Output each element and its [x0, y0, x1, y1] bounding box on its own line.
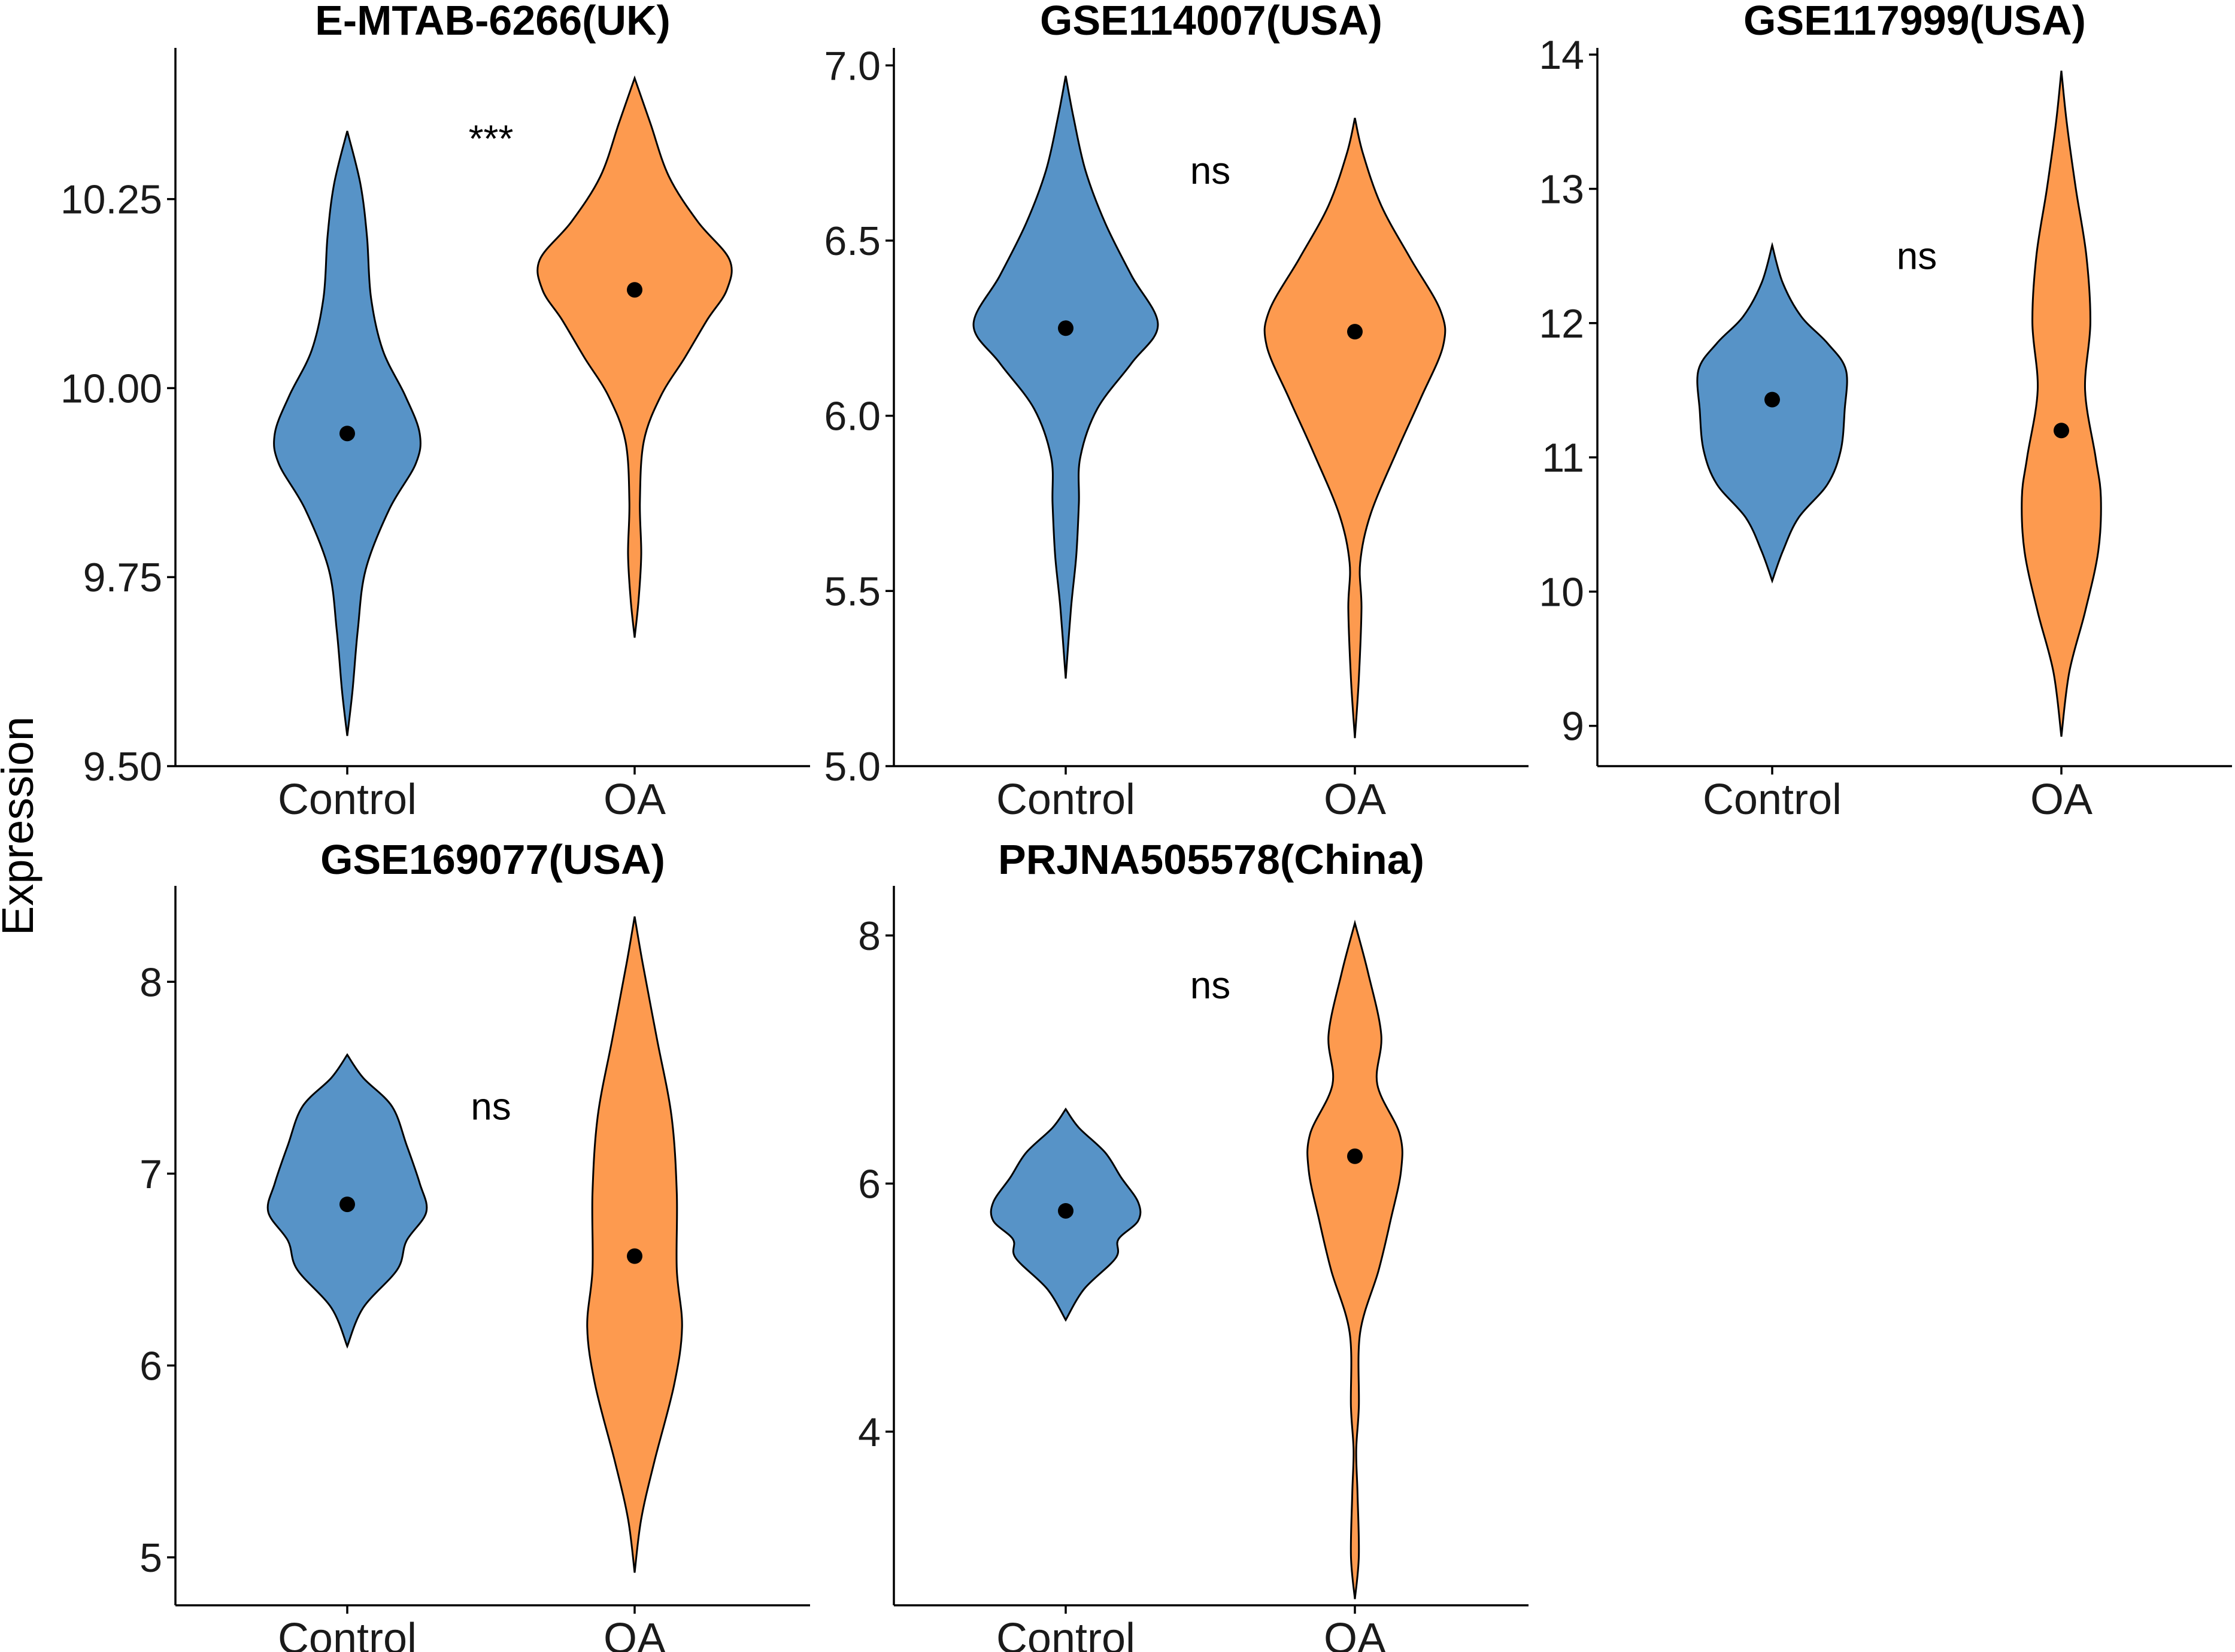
x-category-label: OA: [2030, 776, 2093, 824]
violin-control: [1696, 242, 1848, 584]
y-tick-label: 14: [1539, 32, 1584, 78]
y-axis-title: Expression: [0, 716, 43, 936]
x-category-label: Control: [278, 776, 417, 824]
violin-panel: GSE117999(USA) 9 10 11 12 13 14 Control OA ns: [1539, 0, 2232, 824]
panel-title: E-MTAB-6266(UK): [315, 0, 671, 44]
y-tick-label: 9: [1561, 704, 1584, 749]
panel-title: GSE169077(USA): [320, 836, 665, 883]
y-tick-label: 8: [140, 959, 162, 1005]
x-category-label: Control: [996, 776, 1135, 824]
violin-control: [972, 75, 1159, 679]
y-tick-label: 12: [1539, 301, 1584, 347]
y-tick-label: 4: [858, 1410, 881, 1455]
panel-title: PRJNA505578(China): [998, 836, 1424, 883]
y-tick-label: 9.75: [83, 555, 162, 600]
median-dot-oa: [1347, 1148, 1363, 1164]
y-tick-label: 7.0: [824, 43, 881, 89]
significance-label: ns: [1897, 235, 1937, 278]
median-dot-control: [339, 426, 355, 442]
y-tick-label: 11: [1542, 435, 1584, 481]
violin-oa: [586, 916, 683, 1573]
x-category-label: Control: [278, 1615, 417, 1652]
violin-panel: GSE169077(USA) 5 6 7 8 Control OA ns: [140, 836, 810, 1652]
median-dot-control: [1058, 320, 1073, 336]
y-tick-label: 5.5: [824, 569, 881, 614]
x-category-label: OA: [1324, 776, 1386, 824]
violin-oa: [536, 75, 733, 638]
median-dot-control: [1764, 391, 1780, 408]
violin-panel: PRJNA505578(China) 4 6 8 Control OA ns: [858, 836, 1529, 1652]
y-tick-label: 13: [1539, 167, 1584, 212]
x-category-label: OA: [1324, 1615, 1386, 1652]
x-category-label: OA: [604, 1615, 666, 1652]
y-tick-label: 6.0: [824, 394, 881, 439]
median-dot-oa: [1347, 324, 1363, 340]
median-dot-oa: [627, 282, 642, 298]
violin-panel: GSE114007(USA) 5.0 5.5 6.0 6.5 7.0 Control OA ns: [824, 0, 1529, 824]
violin-oa: [2021, 70, 2102, 737]
x-category-label: Control: [1703, 776, 1842, 824]
y-tick-label: 7: [140, 1152, 162, 1197]
y-tick-label: 9.50: [83, 744, 162, 789]
violin-oa: [1306, 919, 1403, 1599]
y-tick-label: 6: [858, 1161, 881, 1207]
y-tick-label: 5.0: [824, 744, 881, 789]
y-tick-label: 10: [1539, 569, 1584, 615]
y-tick-label: 10.25: [60, 177, 162, 223]
y-tick-label: 8: [858, 913, 881, 959]
significance-label: ns: [1190, 149, 1231, 192]
y-tick-label: 6: [140, 1343, 162, 1389]
median-dot-oa: [627, 1248, 642, 1264]
median-dot-control: [339, 1197, 355, 1213]
violin-panel: E-MTAB-6266(UK) 9.50 9.75 10.00 10.25 Control…: [60, 0, 810, 824]
significance-label: ns: [1190, 964, 1231, 1007]
significance-label: ns: [471, 1085, 511, 1128]
panel-title: GSE114007(USA): [1040, 0, 1382, 44]
panels: E-MTAB-6266(UK) 9.50 9.75 10.00 10.25 Control…: [60, 0, 2232, 1652]
violin-oa: [1263, 117, 1446, 739]
panel-title: GSE117999(USA): [1743, 0, 2086, 44]
y-tick-label: 10.00: [60, 366, 162, 411]
x-category-label: Control: [996, 1615, 1135, 1652]
median-dot-control: [1058, 1202, 1073, 1219]
x-category-label: OA: [604, 776, 666, 824]
y-tick-label: 6.5: [824, 218, 881, 264]
significance-label: ***: [469, 117, 514, 160]
y-tick-label: 5: [140, 1535, 162, 1581]
median-dot-oa: [2054, 423, 2069, 439]
